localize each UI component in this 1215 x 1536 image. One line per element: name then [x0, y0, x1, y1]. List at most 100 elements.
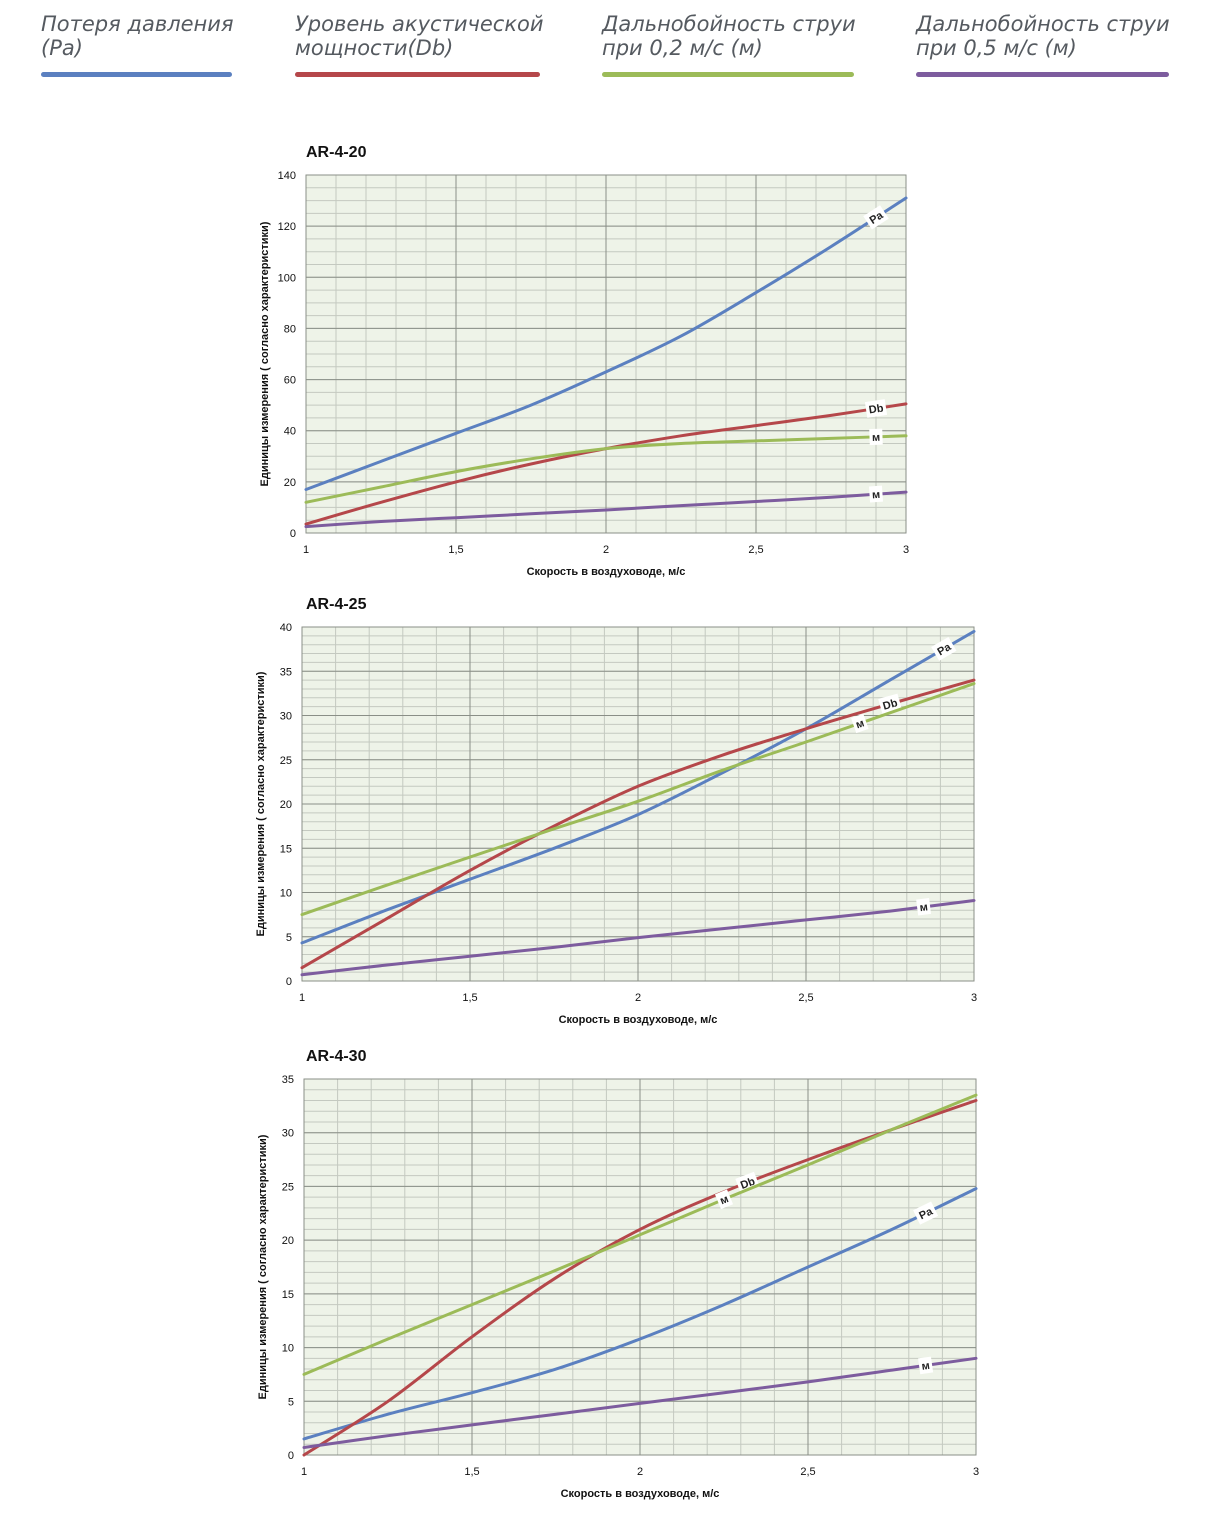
series-0: Pa	[304, 196, 908, 491]
series-label-bg	[918, 1356, 934, 1375]
grid	[305, 174, 907, 534]
series-0: Pa	[302, 1187, 978, 1441]
chart-title: AR-4-20	[306, 144, 367, 161]
series-3: м	[302, 1356, 978, 1449]
series-line	[304, 490, 908, 529]
y-tick-label: 5	[288, 1396, 294, 1408]
y-axis-label: Единицы измерения ( согласно характерист…	[255, 671, 267, 936]
series-label-bg	[714, 1189, 734, 1210]
plot-border	[303, 1078, 977, 1456]
x-axis-label: Скорость в воздуховоде, м/с	[527, 566, 686, 578]
y-tick-label: 0	[288, 1450, 294, 1462]
series-label-group: м	[918, 1356, 934, 1375]
series-line	[300, 678, 976, 970]
legend-label-throw-05: Дальнобойность струи при 0,5 м/с (м)	[916, 12, 1170, 60]
y-tick-label: 100	[278, 272, 296, 284]
series-label: Db	[882, 697, 900, 713]
y-tick-label: 25	[280, 755, 292, 767]
legend: Потеря давления (Pa) Уровень акустическо…	[0, 0, 1215, 90]
series-label-bg	[868, 485, 884, 503]
x-tick-label: 1,5	[462, 992, 477, 1004]
y-tick-label: 40	[284, 426, 296, 438]
x-tick-label: 1	[301, 1466, 307, 1478]
y-tick-label: 15	[282, 1289, 294, 1301]
series-label: м	[854, 717, 866, 731]
series-label-group: м	[916, 898, 932, 916]
series-label-bg	[913, 1201, 939, 1225]
series-label-bg	[863, 205, 889, 230]
y-tick-label: 60	[284, 375, 296, 387]
y-tick-label: 0	[290, 528, 296, 540]
x-tick-label: 1	[299, 992, 305, 1004]
series-label-group: Pa	[913, 1201, 939, 1225]
series-line	[300, 899, 976, 977]
series-2: м	[300, 682, 976, 917]
y-tick-label: 10	[282, 1343, 294, 1355]
series-label: Db	[868, 402, 885, 416]
plot-border	[305, 174, 907, 534]
chart-title: AR-4-30	[306, 1048, 367, 1065]
legend-label-acoustic-power: Уровень акустической мощности(Db)	[295, 12, 544, 60]
series-3: м	[300, 898, 976, 977]
y-tick-label: 40	[280, 622, 292, 634]
chart-ar-4-20: AR-4-20 1 1,5 2 2,5 3 0 20 40 60 80 100 120 140 Скорос…	[259, 144, 909, 578]
series-label: Pa	[917, 1205, 935, 1222]
y-tick-label: 80	[284, 323, 296, 335]
legend-item-acoustic-power: Уровень акустической мощности(Db)	[295, 12, 544, 60]
series-label-group: Pa	[863, 205, 889, 230]
series-2: м	[302, 1093, 978, 1376]
series-0: Pa	[300, 629, 976, 945]
y-tick-label: 20	[282, 1235, 294, 1247]
series-label-bg	[864, 399, 888, 418]
legend-label-throw-02: Дальнобойность струи при 0,2 м/с (м)	[602, 12, 856, 60]
x-tick-label: 3	[971, 992, 977, 1004]
legend-line-throw-02	[602, 72, 854, 77]
legend-item-throw-02: Дальнобойность струи при 0,2 м/с (м)	[602, 12, 856, 60]
y-tick-label: 35	[282, 1074, 294, 1086]
y-tick-label: 30	[282, 1128, 294, 1140]
chart-ar-4-25: AR-4-251 1,5 2 2,5 30510152025303540Скорость…	[255, 596, 977, 1026]
y-tick-label: 35	[280, 666, 292, 678]
series-3: м	[304, 485, 908, 529]
y-tick-label: 120	[278, 221, 296, 233]
x-axis-label: Скорость в воздуховоде, м/с	[561, 1488, 720, 1500]
series-line	[302, 1187, 978, 1441]
series-label-group: Pa	[931, 636, 957, 661]
y-tick-label: 20	[280, 799, 292, 811]
x-tick-label: 1,5	[448, 544, 463, 556]
x-tick-label: 2	[637, 1466, 643, 1478]
series-label: м	[872, 489, 881, 502]
x-tick-label: 2	[603, 544, 609, 556]
series-label-bg	[916, 898, 932, 916]
x-tick-label: 3	[973, 1466, 979, 1478]
series-label: м	[919, 901, 929, 914]
y-tick-label: 5	[286, 932, 292, 944]
legend-line-pressure-loss	[41, 72, 232, 77]
x-tick-label: 2,5	[748, 544, 763, 556]
series-label-group: м	[851, 713, 869, 734]
y-tick-label: 15	[280, 843, 292, 855]
series-label-bg	[851, 713, 869, 734]
plot-border	[301, 626, 975, 982]
series-label-bg	[931, 636, 957, 661]
series-label-group: м	[714, 1189, 734, 1210]
series-line	[300, 629, 976, 945]
y-tick-label: 30	[280, 711, 292, 723]
y-axis-label: Единицы измерения ( согласно характерист…	[259, 221, 271, 486]
x-tick-label: 2,5	[800, 1466, 815, 1478]
series-line	[302, 1356, 978, 1449]
series-2: м	[304, 428, 908, 504]
series-label-group: м	[869, 428, 883, 446]
x-axis-label: Скорость в воздуховоде, м/с	[559, 1014, 718, 1026]
series-label-group: м	[868, 485, 884, 503]
x-tick-label: 2,5	[798, 992, 813, 1004]
legend-line-acoustic-power	[295, 72, 540, 77]
grid	[301, 626, 975, 982]
series-line	[304, 196, 908, 491]
y-tick-label: 25	[282, 1181, 294, 1193]
series-label-group: Db	[864, 399, 888, 418]
series-line	[302, 1099, 978, 1457]
legend-item-pressure-loss: Потеря давления (Pa)	[41, 12, 234, 60]
legend-item-throw-05: Дальнобойность струи при 0,5 м/с (м)	[916, 12, 1170, 60]
